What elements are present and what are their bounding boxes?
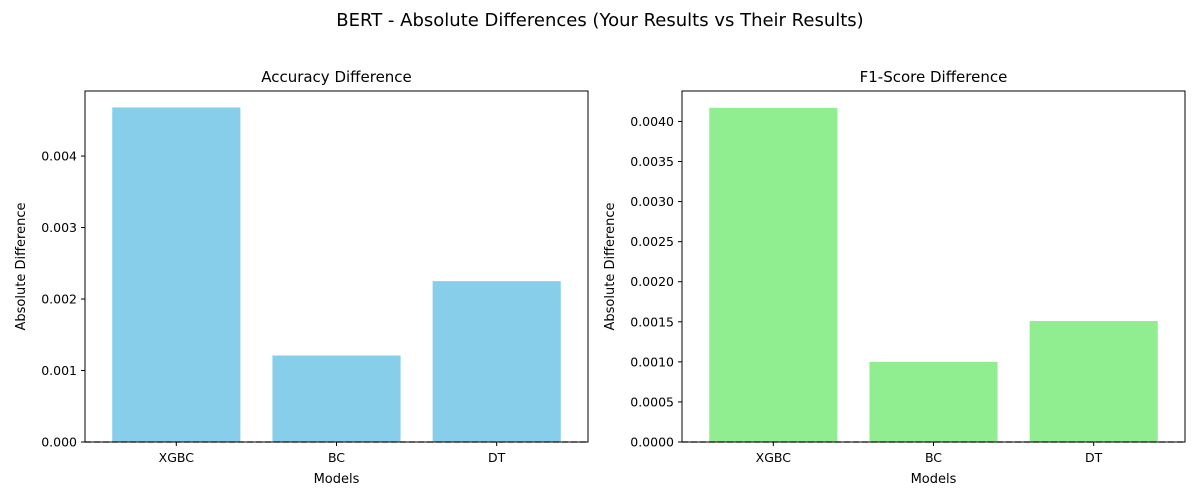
y-tick-label: 0.0040 bbox=[630, 114, 674, 129]
y-tick-label: 0.004 bbox=[41, 149, 77, 164]
y-tick-label: 0.0015 bbox=[630, 314, 674, 329]
bar-dt bbox=[1029, 320, 1158, 442]
bar-dt bbox=[432, 281, 561, 442]
x-tick-label: BC bbox=[925, 450, 942, 465]
y-tick-label: 0.0010 bbox=[630, 354, 674, 369]
x-tick-label: XGBC bbox=[159, 450, 195, 465]
x-axis-label: Models bbox=[314, 472, 360, 487]
x-tick-label: DT bbox=[488, 450, 506, 465]
bar-bc bbox=[869, 361, 998, 442]
x-axis-label: Models bbox=[911, 472, 957, 487]
y-axis-label: Absolute Difference bbox=[603, 203, 618, 331]
y-tick-label: 0.0030 bbox=[630, 194, 674, 209]
y-tick-label: 0.000 bbox=[41, 435, 77, 450]
y-tick-label: 0.0035 bbox=[630, 154, 674, 169]
x-tick-label: DT bbox=[1085, 450, 1103, 465]
y-tick-label: 0.001 bbox=[41, 363, 77, 378]
y-tick-label: 0.002 bbox=[41, 292, 77, 307]
y-tick-label: 0.0000 bbox=[630, 435, 674, 450]
bar-xgbc bbox=[112, 107, 241, 442]
y-tick-label: 0.0005 bbox=[630, 394, 674, 409]
y-tick-label: 0.0025 bbox=[630, 234, 674, 249]
figure-suptitle: BERT - Absolute Differences (Your Result… bbox=[336, 10, 863, 31]
bar-bc bbox=[272, 355, 401, 442]
y-tick-label: 0.003 bbox=[41, 220, 77, 235]
x-tick-label: BC bbox=[328, 450, 345, 465]
accuracy-difference-chart: 0.000 0.001 0.002 0.003 0.004 XGBC BC DT Accurac… bbox=[14, 68, 589, 487]
x-tick-label: XGBC bbox=[756, 450, 792, 465]
y-tick-label: 0.0020 bbox=[630, 274, 674, 289]
subplot-title: Accuracy Difference bbox=[261, 68, 412, 86]
f1-score-difference-chart: 0.0000 0.0005 0.0010 0.0015 0.0020 0.0025 0.00… bbox=[603, 68, 1186, 487]
subplot-title: F1-Score Difference bbox=[860, 68, 1008, 86]
bar-xgbc bbox=[709, 107, 838, 442]
y-axis-label: Absolute Difference bbox=[14, 203, 29, 331]
